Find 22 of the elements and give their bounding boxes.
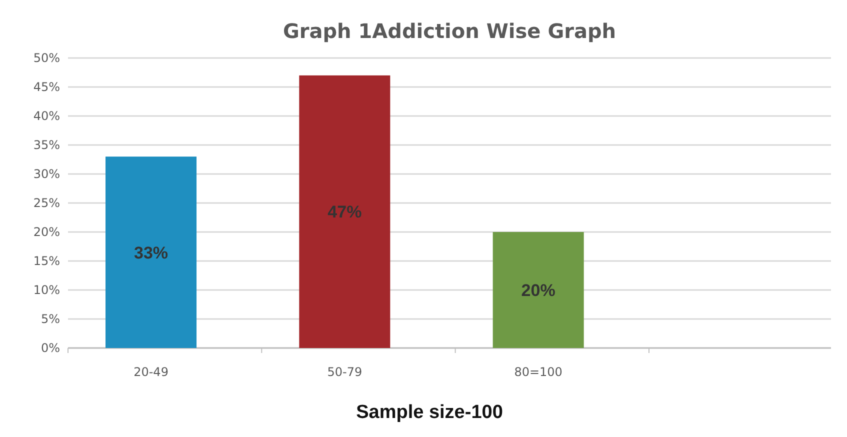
x-axis-title: Sample size-100 bbox=[356, 402, 503, 423]
y-tick-label: 50% bbox=[33, 51, 60, 65]
y-tick-label: 40% bbox=[33, 109, 60, 123]
y-tick-label: 25% bbox=[33, 196, 60, 210]
x-tick-label: 80=100 bbox=[514, 365, 562, 379]
chart-title: Graph 1Addiction Wise Graph bbox=[282, 19, 616, 43]
bar bbox=[492, 232, 584, 348]
data-label: 20% bbox=[521, 281, 556, 300]
y-tick-label: 20% bbox=[33, 225, 60, 239]
y-tick-label: 0% bbox=[40, 341, 60, 355]
bar bbox=[299, 75, 390, 348]
y-tick-label: 30% bbox=[33, 167, 60, 181]
y-tick-label: 35% bbox=[33, 138, 60, 152]
bar bbox=[106, 156, 197, 348]
x-tick-label: 50-79 bbox=[327, 365, 362, 379]
x-tick-label: 20-49 bbox=[134, 365, 168, 379]
y-tick-label: 10% bbox=[33, 283, 60, 297]
data-label: 33% bbox=[134, 243, 168, 262]
y-tick-label: 15% bbox=[33, 254, 60, 268]
data-label: 47% bbox=[328, 202, 362, 222]
y-tick-label: 45% bbox=[33, 80, 60, 94]
y-tick-label: 5% bbox=[40, 312, 60, 326]
